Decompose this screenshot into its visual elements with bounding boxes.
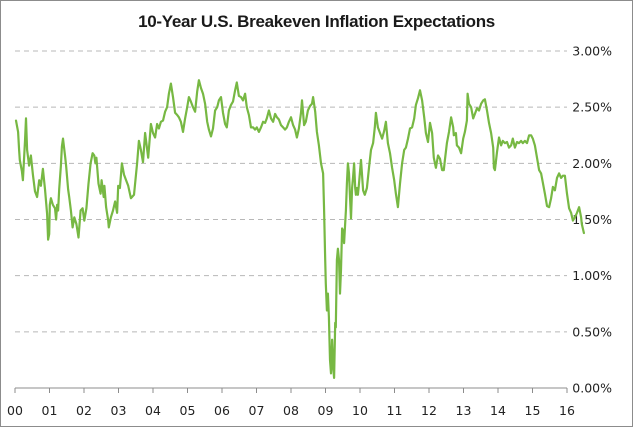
y-tick-label: 0.00% — [572, 381, 612, 396]
x-tick-label: 13 — [456, 403, 472, 418]
x-tick-label: 02 — [76, 403, 92, 418]
x-tick-label: 12 — [421, 403, 437, 418]
x-tick-label: 09 — [318, 403, 334, 418]
x-tick-label: 03 — [111, 403, 127, 418]
y-tick-label: 3.00% — [572, 44, 612, 59]
chart-title: 10-Year U.S. Breakeven Inflation Expecta… — [138, 12, 495, 31]
x-tick-label: 01 — [42, 403, 58, 418]
y-tick-label: 1.50% — [572, 212, 612, 227]
gridlines — [15, 50, 567, 333]
x-tick-label: 00 — [7, 403, 23, 418]
x-tick-label: 05 — [180, 403, 196, 418]
x-tick-label: 04 — [145, 403, 161, 418]
series-group — [14, 79, 585, 379]
x-tick-label: 16 — [559, 403, 575, 418]
x-axis-labels: 00 01 02 03 04 05 06 07 08 09 10 11 12 13 14 15 16 — [7, 403, 575, 418]
y-axis-labels: 0.00% 0.50% 1.00% 1.50% 2.00% 2.50% 3.00% — [572, 44, 612, 396]
x-tick-label: 06 — [214, 403, 230, 418]
x-tick-label: 07 — [249, 403, 265, 418]
series-line — [14, 79, 585, 379]
x-tick-label: 14 — [490, 403, 506, 418]
y-tick-label: 1.00% — [572, 268, 612, 283]
y-tick-label: 2.00% — [572, 156, 612, 171]
x-tick-label: 10 — [352, 403, 368, 418]
y-tick-label: 2.50% — [572, 100, 612, 115]
x-tick-label: 08 — [283, 403, 299, 418]
x-tick-label: 15 — [525, 403, 541, 418]
x-axis — [14, 387, 568, 393]
y-tick-label: 0.50% — [572, 324, 612, 339]
x-tick-label: 11 — [387, 403, 403, 418]
